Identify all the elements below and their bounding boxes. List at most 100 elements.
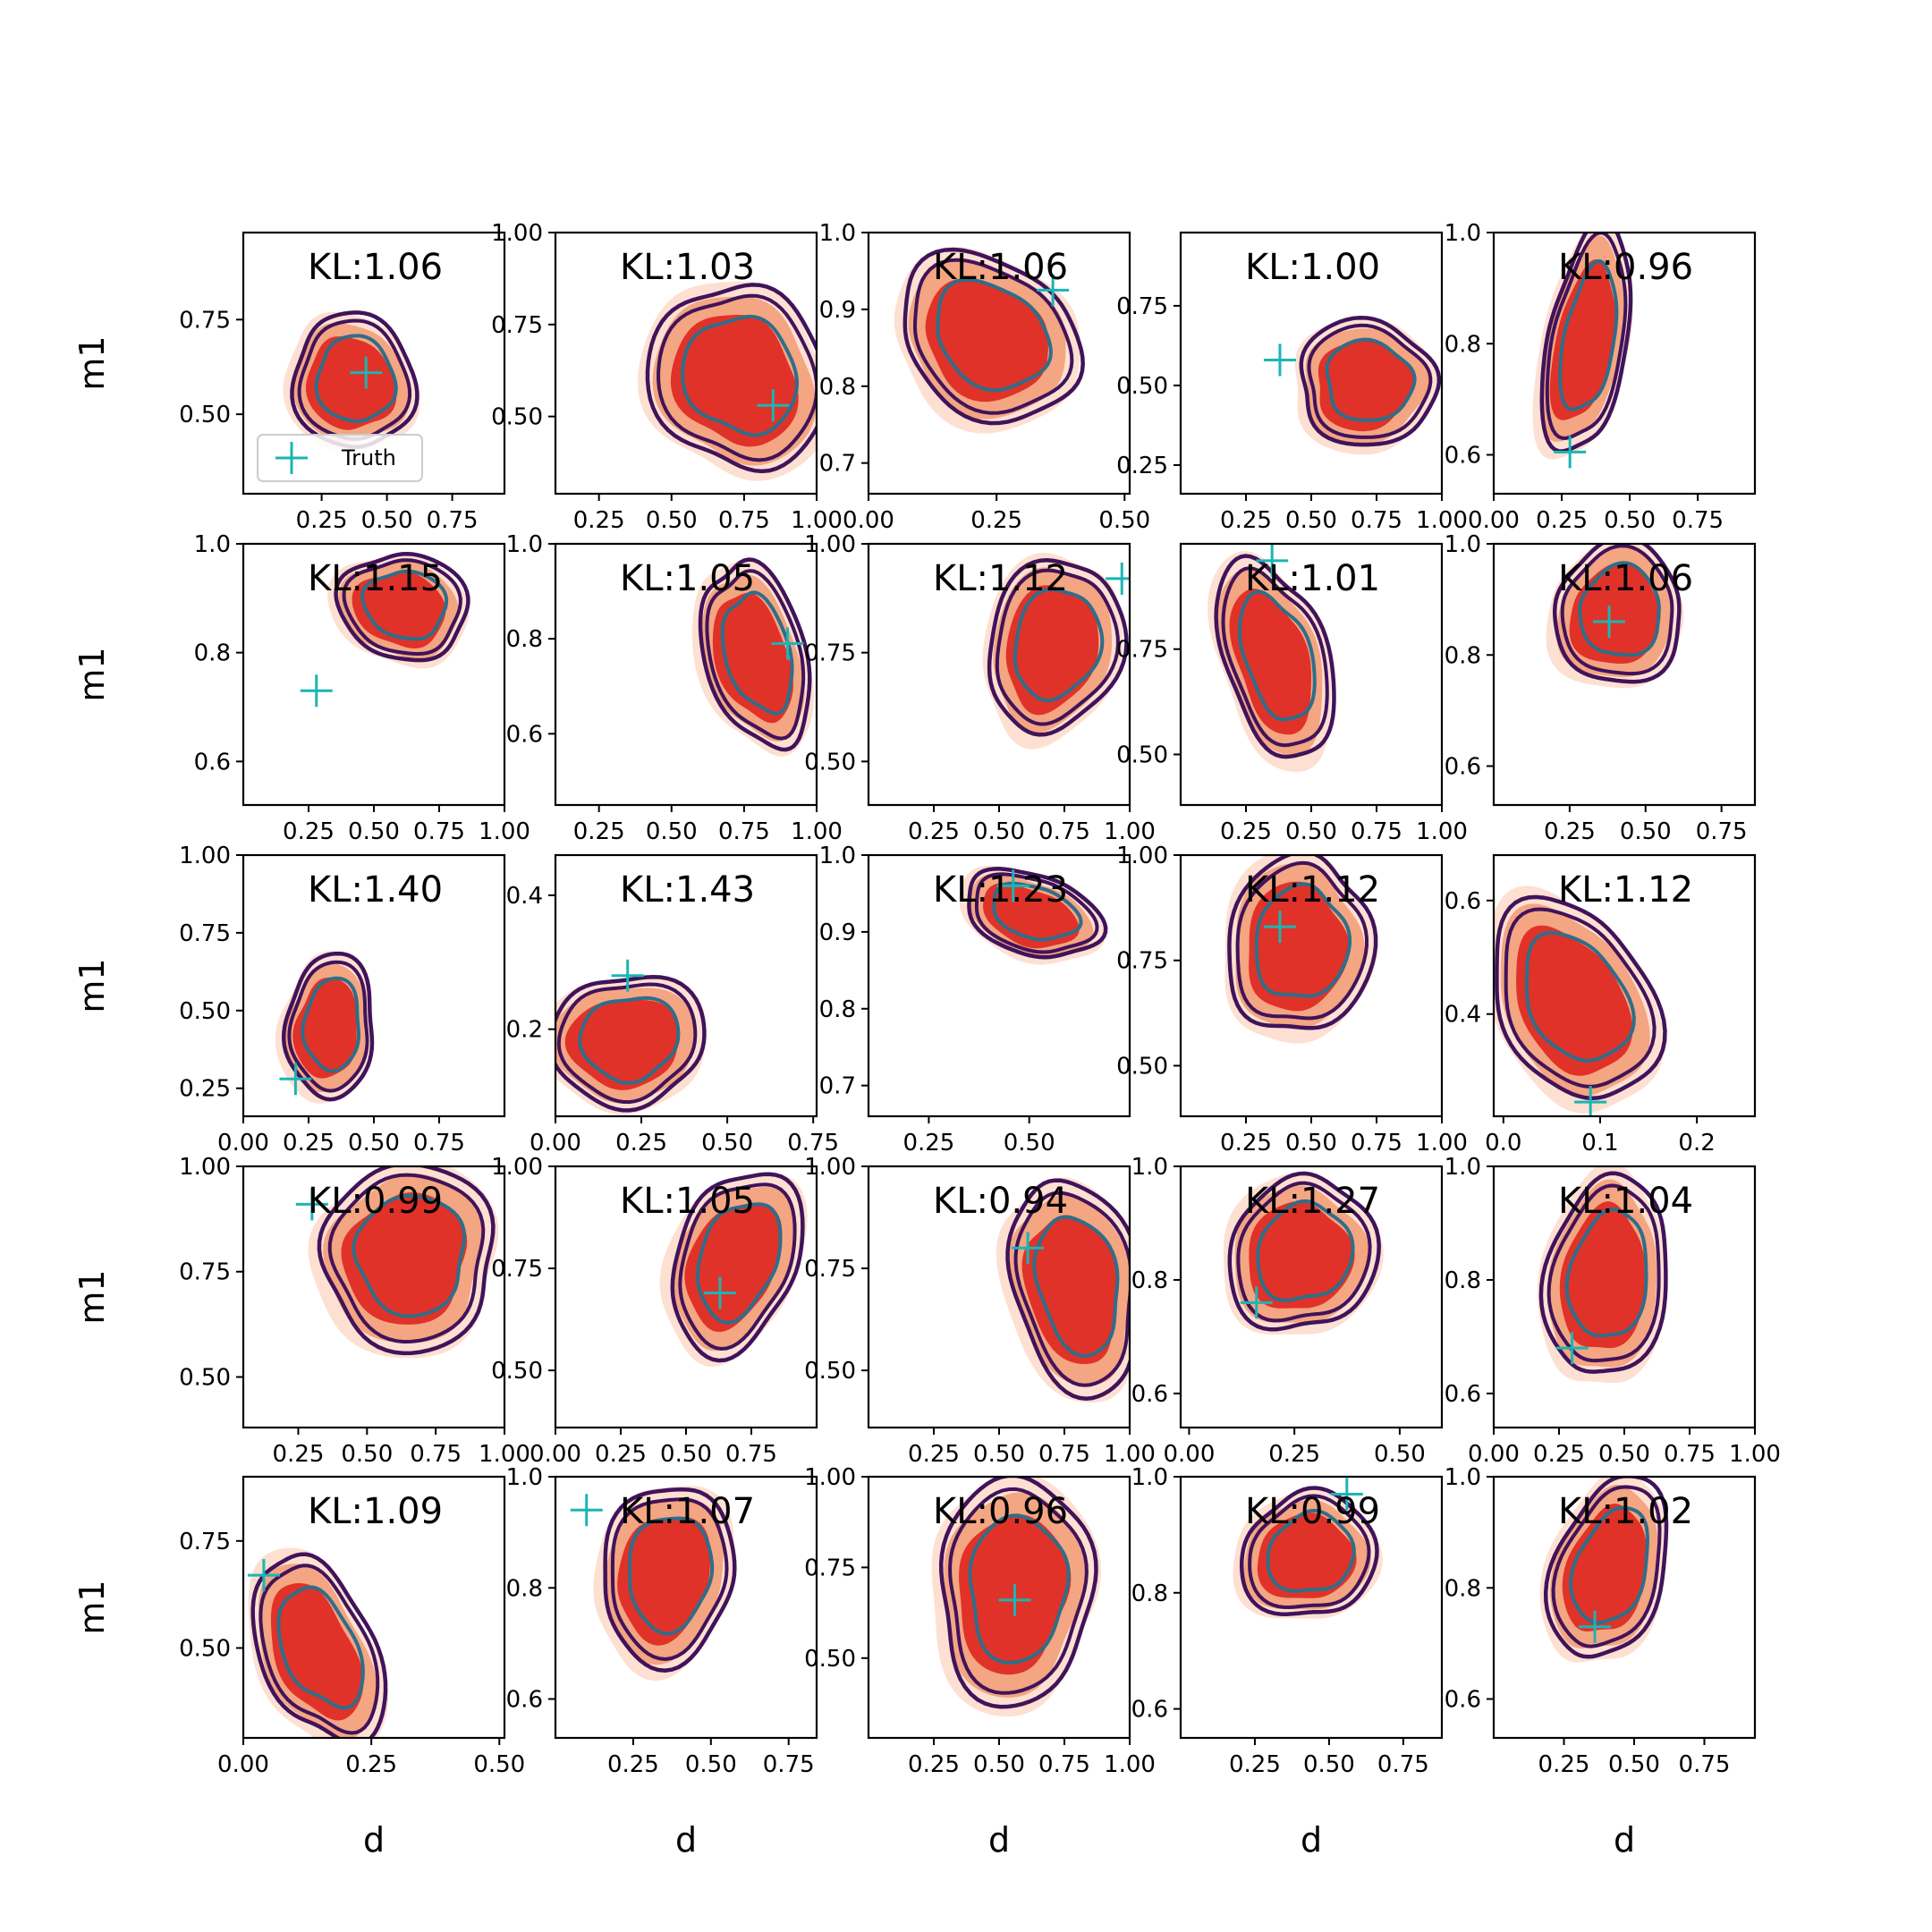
- contour-mid-line: [678, 1182, 797, 1352]
- truth-marker: [1263, 911, 1296, 944]
- axes-frame: [867, 853, 1131, 1118]
- contour-mid-line: [1551, 1485, 1662, 1648]
- x-tick-label: 0.75: [410, 1441, 462, 1468]
- fill-inner-region: [1257, 1513, 1357, 1598]
- y-tick-label: 1.0: [1445, 1464, 1481, 1491]
- fill-inner-region: [1562, 1504, 1647, 1631]
- fill-inner-region: [1249, 1201, 1355, 1309]
- panel-2: 0.25 0.50 0.75 1.00 0.50 0.75 1.00 KL:1.03: [491, 220, 843, 534]
- y-tick-label: 0.8: [1445, 331, 1481, 358]
- contour-inner-line: [276, 1585, 365, 1710]
- x-tick-label: 0.75: [718, 507, 770, 534]
- contour-outer-line: [1543, 1477, 1669, 1659]
- contour-area: [1537, 1166, 1668, 1384]
- truth-marker: [1554, 436, 1587, 469]
- contour-mid-line: [974, 872, 1099, 954]
- contour-inner-line: [352, 1193, 467, 1318]
- contour-mid-line: [1504, 907, 1657, 1089]
- truth-marker: [1256, 544, 1289, 577]
- truth-marker: [757, 389, 790, 422]
- y-tick-label: 1.00: [179, 1154, 231, 1181]
- y-tick-label: 1.0: [1445, 531, 1481, 558]
- contour-inner-line: [968, 1513, 1071, 1665]
- contour-mid-line: [1235, 860, 1368, 1021]
- x-tick-label: 0.25: [1533, 1441, 1585, 1468]
- contour-mid-line: [1013, 1191, 1130, 1387]
- x-tick-label: 0.50: [685, 1751, 737, 1778]
- y-tick-label: 0.75: [804, 640, 856, 667]
- contour-outer-line: [670, 1172, 805, 1363]
- contour-area: [931, 1477, 1102, 1717]
- x-tick-label: 0.25: [573, 507, 625, 534]
- x-tick-label: 0.25: [902, 1130, 954, 1157]
- panel-6: 0.25 0.50 0.75 1.00 0.6 0.8 1.0 KL:1.15: [194, 531, 530, 845]
- fill-inner-region: [1318, 341, 1415, 432]
- axes-frame: [1492, 853, 1757, 1118]
- panel-22: 0.25 0.50 0.75 0.6 0.8 1.0 KL:1.07: [506, 1464, 818, 1778]
- kl-annotation: KL:1.40: [308, 869, 443, 911]
- x-tick-label: 1.00: [1416, 1130, 1468, 1157]
- kl-annotation: KL:1.06: [933, 247, 1068, 288]
- kl-annotation: KL:1.15: [308, 558, 443, 599]
- x-axis-label: d: [988, 1820, 1010, 1860]
- y-tick-label: 0.4: [1445, 1002, 1481, 1029]
- contour-area: [691, 557, 815, 757]
- y-tick-label: 0.75: [804, 1555, 856, 1581]
- y-tick-label: 0.6: [506, 721, 543, 748]
- x-tick-label: 0.50: [1285, 818, 1337, 845]
- contour-area: [283, 310, 420, 454]
- x-tick-label: 0.50: [1620, 818, 1672, 845]
- kl-annotation: KL:1.12: [1245, 869, 1380, 911]
- y-tick-label: 0.8: [1131, 1267, 1168, 1294]
- contour-area: [1263, 315, 1442, 455]
- x-tick-label: 0.00: [1468, 1441, 1520, 1468]
- x-tick-label: 0.25: [345, 1751, 397, 1778]
- y-tick-label: 0.2: [506, 1017, 543, 1044]
- x-tick-label: 0.50: [973, 1751, 1025, 1778]
- x-tick-label: 0.50: [660, 1441, 712, 1468]
- contour-outer-line: [555, 974, 707, 1113]
- contour-area: [659, 1172, 808, 1367]
- y-tick-label: 1.0: [506, 1464, 543, 1491]
- panel-24: 0.25 0.50 0.75 0.6 0.8 1.0 KL:0.99: [1131, 1464, 1444, 1778]
- x-tick-label: 0.50: [361, 507, 413, 534]
- truth-marker: [300, 674, 333, 708]
- y-tick-label: 1.0: [194, 531, 231, 558]
- legend-box: [257, 434, 423, 482]
- y-tick-label: 1.00: [804, 1464, 856, 1491]
- contour-inner-line: [360, 569, 449, 641]
- axes-frame: [1492, 542, 1757, 807]
- x-axis-label: d: [363, 1820, 385, 1860]
- contour-outer-line: [290, 310, 419, 449]
- x-tick-label: 0.75: [427, 507, 479, 534]
- kl-annotation: KL:1.06: [308, 247, 443, 288]
- contour-area: [959, 865, 1108, 965]
- contour-mid-line: [912, 258, 1074, 415]
- y-tick-label: 0.50: [804, 1358, 856, 1385]
- y-axis-label: m1: [72, 958, 112, 1013]
- truth-marker: [1037, 274, 1070, 307]
- contour-inner-line: [1256, 1199, 1355, 1302]
- kl-annotation: KL:1.06: [1558, 558, 1693, 599]
- contour-outer-line: [1539, 233, 1633, 453]
- x-tick-label: 0.75: [1038, 1441, 1090, 1468]
- y-tick-label: 0.8: [1445, 642, 1481, 669]
- fill-inner-region: [712, 592, 793, 724]
- x-axis-label: d: [675, 1820, 697, 1860]
- y-tick-label: 0.6: [506, 1687, 543, 1714]
- y-tick-label: 1.00: [1116, 843, 1168, 869]
- y-tick-label: 0.50: [1116, 1053, 1168, 1080]
- x-tick-label: 1.00: [1104, 1751, 1156, 1778]
- y-tick-label: 0.6: [1131, 1381, 1168, 1408]
- panel-3: 0.00 0.25 0.50 0.7 0.8 0.9 1.0 KL:1.06: [819, 220, 1151, 534]
- panel-5: 0.00 0.25 0.50 0.75 0.6 0.8 1.0 KL:0.96: [1445, 220, 1757, 534]
- x-tick-label: 0.75: [1038, 818, 1090, 845]
- y-tick-label: 0.50: [491, 404, 543, 431]
- contour-area: [637, 281, 817, 481]
- kl-annotation: KL:0.94: [933, 1181, 1068, 1222]
- x-tick-label: 0.50: [646, 818, 698, 845]
- kl-annotation: KL:1.02: [1558, 1491, 1693, 1532]
- x-tick-label: 1.00: [1729, 1441, 1781, 1468]
- contour-inner-line: [578, 996, 681, 1085]
- truth-marker: [611, 959, 644, 992]
